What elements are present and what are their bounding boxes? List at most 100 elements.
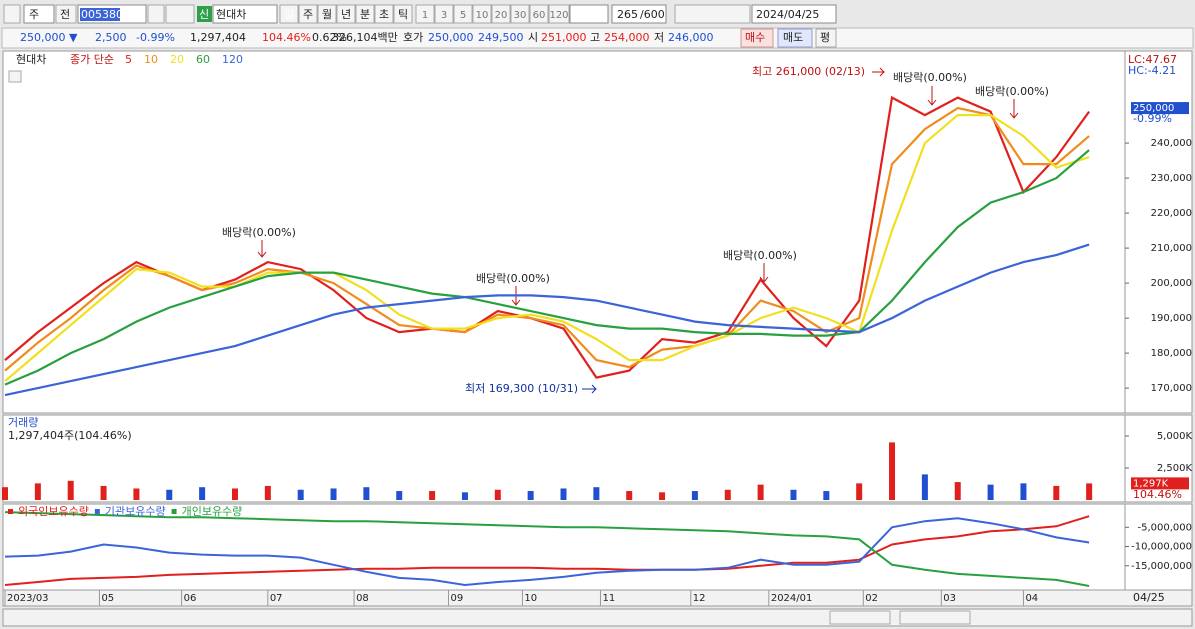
- legend-entry: 120: [222, 53, 243, 66]
- volume-panel: [2, 414, 1126, 503]
- scroll-controls[interactable]: [829, 610, 891, 625]
- period-button[interactable]: [336, 4, 356, 24]
- change-label: -0.99%: [1133, 112, 1172, 125]
- buy-button[interactable]: [740, 28, 774, 48]
- period-button[interactable]: [279, 4, 299, 24]
- x-tick-label: 2023/03: [7, 593, 49, 604]
- interval-button[interactable]: [529, 4, 549, 24]
- interval-button[interactable]: [434, 4, 454, 24]
- ask: 250,000: [428, 31, 474, 44]
- sell-button[interactable]: [777, 28, 813, 48]
- low-arrow: [582, 384, 597, 394]
- high-arrow: [872, 67, 885, 77]
- volume-bar: [1053, 485, 1060, 500]
- legend-ma-label: 종가 단순: [70, 53, 114, 66]
- lc-label: LC:47.67: [1128, 53, 1177, 66]
- date-box[interactable]: [751, 4, 837, 24]
- dividend-note: 배당락(0.00%): [975, 85, 1049, 98]
- quote-label: 호가: [403, 31, 423, 44]
- legend-entry: 10: [144, 53, 158, 66]
- info-amount: 326,104백만: [332, 31, 398, 44]
- interval-button[interactable]: [453, 4, 473, 24]
- volume-bar: [954, 482, 961, 500]
- legend-entry: 60: [196, 53, 210, 66]
- period-text: 년: [341, 8, 351, 21]
- interval-button[interactable]: [491, 4, 511, 24]
- sound-button[interactable]: [165, 4, 195, 24]
- name-text: 현대차: [216, 8, 246, 21]
- search-button[interactable]: [147, 4, 165, 24]
- max-count-text: /600: [640, 8, 665, 21]
- interval-text: 1: [422, 10, 428, 21]
- dividend-note: 배당락(0.00%): [723, 249, 797, 262]
- legend-entry: 5: [125, 53, 132, 66]
- count-box[interactable]: [611, 4, 667, 24]
- date-text: 2024/04/25: [756, 8, 819, 21]
- count-text: 265: [617, 8, 638, 21]
- volume-bar: [987, 484, 994, 500]
- period-text: 일: [284, 7, 294, 21]
- eval-button[interactable]: [815, 28, 837, 48]
- current-price-box: [1131, 102, 1189, 115]
- period-text: 주: [303, 8, 313, 21]
- new-badge-text: 신: [199, 8, 209, 21]
- x-tick-label: 03: [943, 593, 956, 604]
- period-button[interactable]: [393, 4, 413, 24]
- x-tick-label: 04: [1025, 593, 1038, 604]
- legend-entry: 20: [170, 53, 184, 66]
- legend-entry: 개인보유수량: [182, 505, 243, 518]
- volume-bar: [889, 442, 896, 500]
- legend-entry: 기관보유수량: [105, 505, 166, 518]
- volume-bar: [659, 492, 666, 500]
- hc-label: HC:-4.21: [1128, 64, 1176, 77]
- volume-bar: [527, 491, 534, 500]
- dividend-note: 배당락(0.00%): [476, 272, 550, 285]
- volume-bar: [199, 487, 206, 500]
- period-dropdown[interactable]: [569, 4, 609, 24]
- unit-select[interactable]: [23, 4, 55, 24]
- x-tick-label: 10: [524, 593, 537, 604]
- volume-bar: [330, 488, 337, 500]
- menu-icon[interactable]: [3, 4, 21, 24]
- volume-bar: [856, 483, 863, 500]
- series-line: [4, 114, 1090, 382]
- volume-bar: [133, 488, 140, 500]
- info-change: 2,500: [95, 31, 127, 44]
- name-box[interactable]: [212, 4, 278, 24]
- unit-text: 주: [29, 8, 39, 21]
- interval-text: 5: [460, 10, 466, 21]
- y-tick-label: 230,000: [1151, 173, 1192, 184]
- period-button[interactable]: [355, 4, 375, 24]
- volume-bar: [297, 489, 304, 500]
- eval-text: 평: [820, 31, 830, 44]
- price-panel: [2, 50, 1126, 414]
- interval-button[interactable]: [548, 4, 570, 24]
- scrollbar[interactable]: [2, 608, 1193, 627]
- interval-button[interactable]: [415, 4, 435, 24]
- volume-bar: [757, 484, 764, 500]
- tool-icons[interactable]: [674, 4, 751, 24]
- interval-button[interactable]: [472, 4, 492, 24]
- volume-bar: [626, 491, 633, 500]
- y-tick-label: 170,000: [1151, 383, 1192, 394]
- period-button[interactable]: [317, 4, 337, 24]
- interval-button[interactable]: [510, 4, 530, 24]
- zoom-slider[interactable]: [899, 610, 971, 625]
- y-tick-label: 200,000: [1151, 278, 1192, 289]
- prev-button[interactable]: [55, 4, 77, 24]
- period-text: 월: [322, 8, 332, 21]
- volume-bar: [1020, 483, 1027, 500]
- x-tick-label: 09: [451, 593, 464, 604]
- period-button[interactable]: [374, 4, 394, 24]
- investor-axis: [1124, 503, 1193, 591]
- open-label: 시: [528, 31, 538, 44]
- bid: 249,500: [478, 31, 524, 44]
- new-badge: [197, 6, 212, 22]
- interval-text: 3: [441, 10, 447, 21]
- period-button[interactable]: [298, 4, 318, 24]
- table-icon[interactable]: [8, 70, 22, 83]
- interval-text: 20: [495, 10, 508, 21]
- open: 251,000: [541, 31, 587, 44]
- date-axis: [2, 589, 1193, 607]
